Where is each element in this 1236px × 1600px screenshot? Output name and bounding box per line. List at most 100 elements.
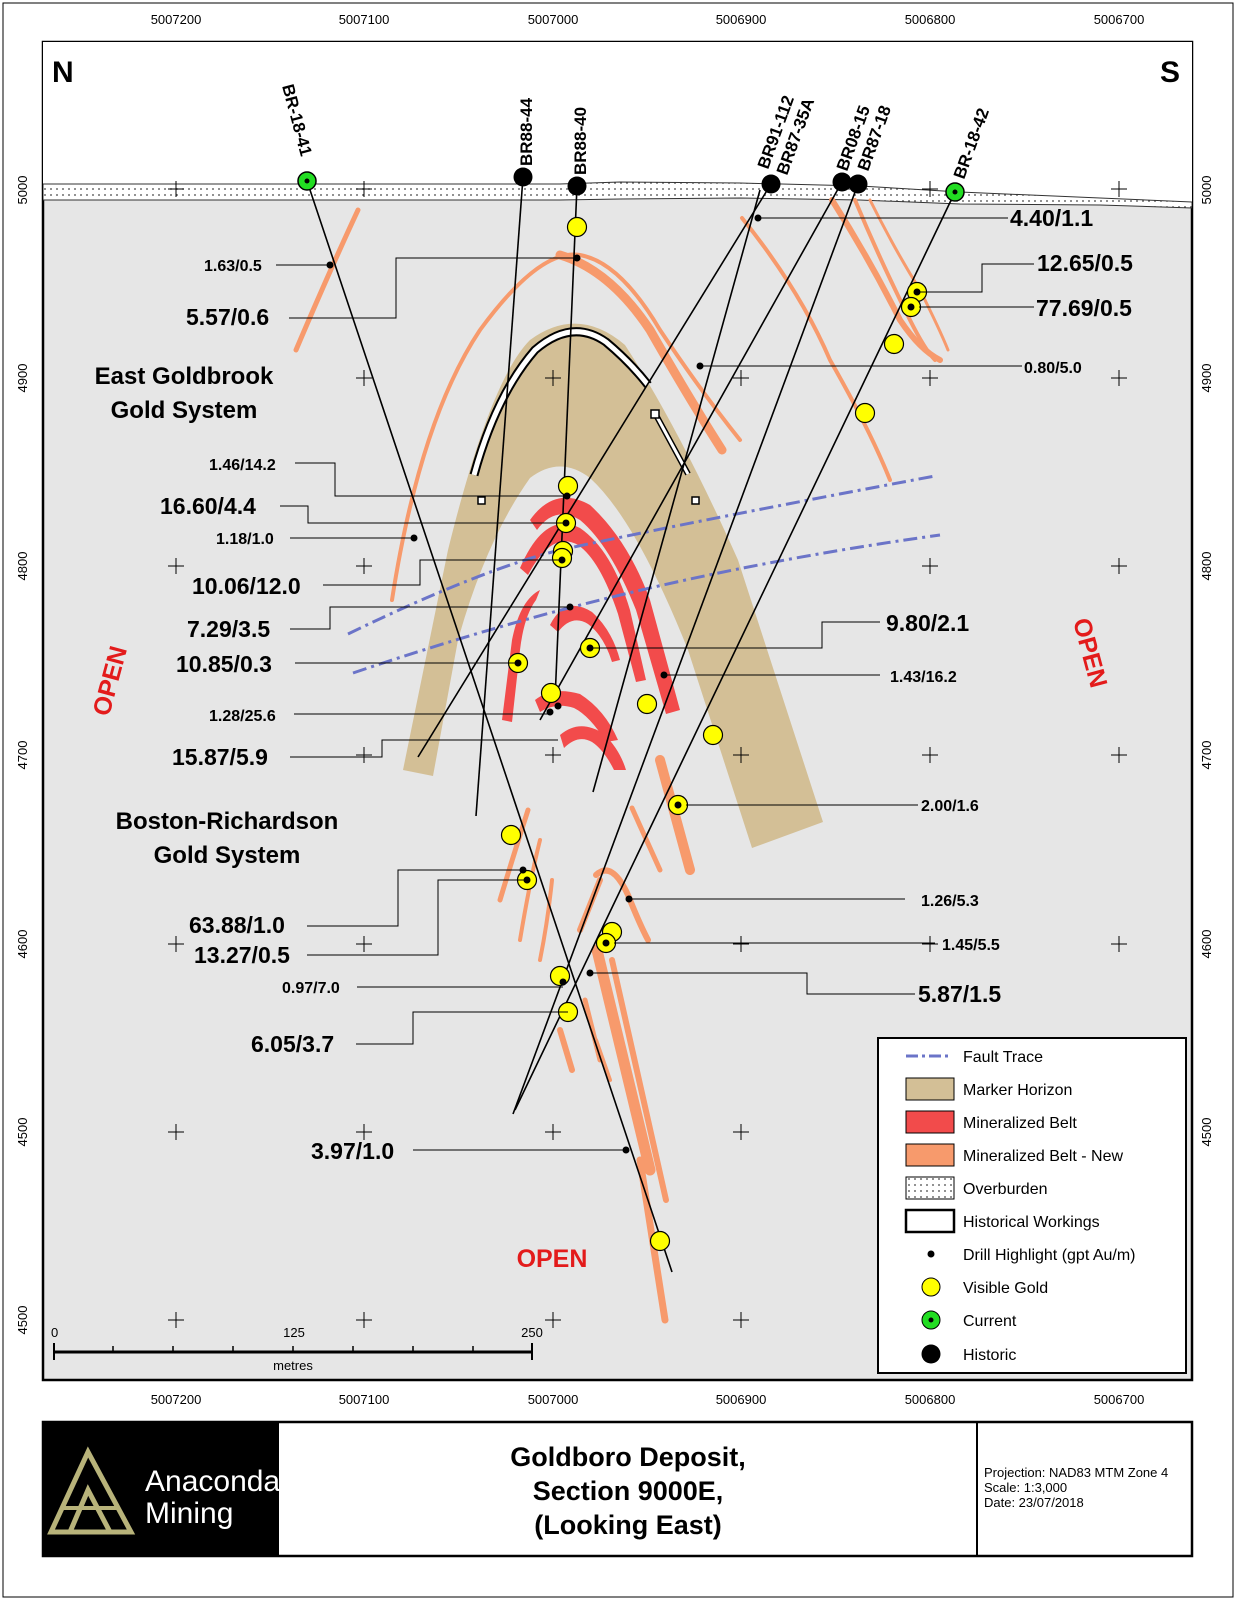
legend-label: Current xyxy=(963,1313,1017,1330)
highlight-label: 1.63/0.5 xyxy=(204,258,262,275)
overburden-icon xyxy=(905,1176,955,1200)
highlight-label: 9.80/2.1 xyxy=(886,610,969,636)
workings-marker xyxy=(691,496,700,505)
scale-label: 250 xyxy=(521,1325,543,1340)
right-tick-label: 4900 xyxy=(1199,364,1214,393)
scale-unit: metres xyxy=(273,1358,313,1373)
highlight-label: 1.45/5.5 xyxy=(942,937,1000,954)
sky-area xyxy=(43,42,1192,202)
left-tick-label: 4800 xyxy=(15,552,30,581)
legend-label: Visible Gold xyxy=(963,1280,1048,1297)
bottom-tick-label: 5006900 xyxy=(716,1392,767,1407)
legend-label: Overburden xyxy=(963,1181,1048,1198)
boston-richardson-label-line1: Boston-Richardson xyxy=(116,808,339,835)
highlight-label: 0.97/7.0 xyxy=(282,980,340,997)
highlight-label: 12.65/0.5 xyxy=(1037,250,1133,276)
highlight-label: 1.28/25.6 xyxy=(209,708,276,725)
mineralized-belt-new xyxy=(293,197,950,1324)
bottom-tick-label: 5006700 xyxy=(1094,1392,1145,1407)
drill-hole-label: BR88-44 xyxy=(517,97,536,166)
date-text: Date: 23/07/2018 xyxy=(984,1495,1084,1510)
top-tick-label: 5006800 xyxy=(905,12,956,27)
top-tick-label: 5007000 xyxy=(528,12,579,27)
marker-horizon-icon xyxy=(905,1077,955,1101)
right-tick-label: 4800 xyxy=(1199,552,1214,581)
historical-workings-inner xyxy=(471,329,650,476)
scale-label: 125 xyxy=(283,1325,305,1340)
highlight-label: 7.29/3.5 xyxy=(187,616,270,642)
left-tick-label: 4700 xyxy=(15,741,30,770)
bottom-tick-label: 5007000 xyxy=(528,1392,579,1407)
callout-leaders xyxy=(276,217,1034,1151)
mineralized-belt-new-icon xyxy=(905,1143,955,1167)
collars xyxy=(297,167,965,202)
right-tick-label: 4600 xyxy=(1199,930,1214,959)
historic-collar xyxy=(832,172,852,192)
highlight-label: 10.85/0.3 xyxy=(176,651,272,677)
drill-trace-br87-35a xyxy=(592,189,761,793)
scale-bar: 0 125 250 metres xyxy=(51,1325,543,1373)
anaconda-logo-icon xyxy=(47,1446,136,1535)
legend-label: Historical Workings xyxy=(963,1214,1100,1231)
drill-hole-labels: BR-18-41 BR88-44 BR88-40 BR91-112 BR87-3… xyxy=(278,82,993,181)
bottom-tick-label: 5007100 xyxy=(339,1392,390,1407)
legend-label: Marker Horizon xyxy=(963,1082,1072,1099)
drill-highlight-dot xyxy=(907,303,915,311)
company-name-line2: Mining xyxy=(145,1497,233,1530)
open-label-bottom: OPEN xyxy=(517,1245,588,1273)
highlight-label: 2.00/1.6 xyxy=(921,798,979,815)
fault-trace xyxy=(347,474,941,675)
legend-label: Historic xyxy=(963,1347,1016,1364)
drill-trace-br-18-42 xyxy=(514,191,956,1111)
left-tick-label: 4500 xyxy=(15,1306,30,1335)
historical-workings-icon xyxy=(904,1208,956,1234)
highlight-label: 16.60/4.4 xyxy=(160,493,256,519)
right-tick-label: 4700 xyxy=(1199,741,1214,770)
top-tick-label: 5006900 xyxy=(716,12,767,27)
drill-highlight-icon xyxy=(927,1250,935,1258)
visible-gold-marker xyxy=(636,693,658,715)
legend: Fault Trace Marker Horizon Mineralized B… xyxy=(877,1037,1187,1374)
highlight-label: 0.80/5.0 xyxy=(1024,360,1082,377)
visible-gold-icon xyxy=(921,1277,941,1297)
highlight-label: 1.26/5.3 xyxy=(921,893,979,910)
visible-gold-marker xyxy=(566,216,588,238)
highlight-label: 1.46/14.2 xyxy=(209,457,276,474)
historic-icon xyxy=(921,1344,941,1364)
left-axis: 5000 4900 4800 4700 4600 4500 4500 xyxy=(15,176,30,1335)
grid-crosses xyxy=(168,181,1127,1328)
right-axis: 5000 4900 4800 4700 4600 4500 xyxy=(1199,176,1214,1147)
title-line3: (Looking East) xyxy=(534,1510,722,1540)
drill-trace-br08-15 xyxy=(539,181,843,721)
right-tick-label: 4500 xyxy=(1199,1118,1214,1147)
highlight-label: 4.40/1.1 xyxy=(1010,205,1093,231)
drill-trace-br87-18 xyxy=(512,183,859,1115)
company-name-line1: Anaconda xyxy=(145,1465,280,1498)
workings-marker xyxy=(477,496,486,505)
visible-gold-marker xyxy=(649,1230,671,1252)
visible-gold-marker xyxy=(540,682,562,704)
system-labels: East Goldbrook Gold System Boston-Richar… xyxy=(95,363,339,869)
top-tick-label: 5006700 xyxy=(1094,12,1145,27)
highlight-label: 5.87/1.5 xyxy=(918,981,1001,1007)
highlight-label: 15.87/5.9 xyxy=(172,744,268,770)
visible-gold-marker xyxy=(500,824,522,846)
historic-collar xyxy=(513,167,533,187)
historic-collar xyxy=(761,174,781,194)
compass-south: S xyxy=(1160,56,1180,89)
scale-text: Scale: 1:3,000 xyxy=(984,1480,1067,1495)
highlight-label: 1.43/16.2 xyxy=(890,669,957,686)
highlight-label: 10.06/12.0 xyxy=(192,573,301,599)
visible-gold-marker xyxy=(854,402,876,424)
visible-gold-marker xyxy=(883,333,905,355)
scale-label: 0 xyxy=(51,1325,58,1340)
title-line2: Section 9000E, xyxy=(533,1476,724,1506)
left-tick-label: 4500 xyxy=(15,1118,30,1147)
map-content xyxy=(43,42,1192,1328)
title-line1: Goldboro Deposit, xyxy=(510,1442,746,1472)
drill-trace-br88-40 xyxy=(554,185,578,701)
top-tick-label: 5007100 xyxy=(339,12,390,27)
highlight-label: 63.88/1.0 xyxy=(189,912,285,938)
